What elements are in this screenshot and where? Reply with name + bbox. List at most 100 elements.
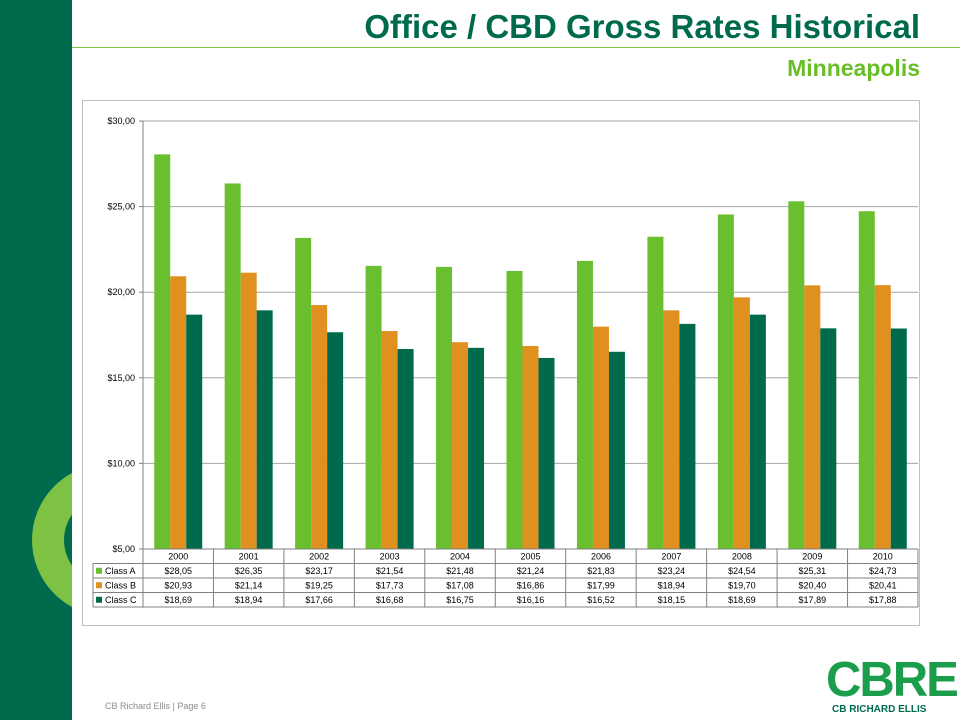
bar-class-c [749, 314, 766, 549]
bar-class-c [468, 347, 485, 549]
bar-class-a [506, 270, 523, 549]
data-label: $21,83 [587, 566, 615, 576]
chart-container: $5,00 $10,00 $15,00 $20,00 $25,00 $30,00 2000 2… [82, 100, 920, 626]
data-label: $19,25 [305, 580, 333, 590]
bar-class-a [365, 265, 382, 549]
x-tick-label: 2000 [168, 552, 188, 562]
x-tick-label: 2002 [309, 552, 329, 562]
bar-class-b [381, 331, 398, 549]
data-label: $20,40 [799, 580, 827, 590]
page-title: Office / CBD Gross Rates Historical [364, 8, 920, 45]
legend-label: Class A [105, 566, 136, 576]
bar-class-a [295, 237, 312, 549]
data-label: $16,16 [517, 595, 545, 605]
x-tick-label: 2005 [520, 552, 540, 562]
data-label: $28,05 [164, 566, 192, 576]
footer-company: CB Richard Ellis [105, 701, 171, 711]
sidebar-arc-graphic [32, 473, 72, 607]
data-label: $16,86 [517, 580, 545, 590]
footer-separator: | [172, 701, 175, 711]
bar-class-b [240, 272, 257, 549]
data-label: $16,52 [587, 595, 615, 605]
bar-class-c [679, 323, 696, 549]
data-label: $17,08 [446, 580, 474, 590]
data-label: $23,17 [305, 566, 333, 576]
x-tick-label: 2001 [239, 552, 259, 562]
y-tick-label: $25,00 [107, 202, 135, 212]
data-label: $18,15 [658, 595, 686, 605]
bar-class-c [608, 351, 625, 549]
data-label: $16,68 [376, 595, 404, 605]
legend-label: Class B [105, 580, 136, 590]
bar-class-c [538, 357, 555, 549]
y-tick-label: $30,00 [107, 116, 135, 126]
data-label: $18,94 [235, 595, 263, 605]
bar-class-c [327, 332, 344, 549]
bar-class-c [256, 310, 273, 549]
x-tick-label: 2006 [591, 552, 611, 562]
data-label: $20,93 [164, 580, 192, 590]
data-label: $17,88 [869, 595, 897, 605]
bar-class-b [452, 342, 469, 549]
data-label: $18,69 [728, 595, 756, 605]
bar-class-a [647, 236, 664, 549]
bar-class-c [186, 314, 203, 549]
bar-class-b [733, 297, 750, 549]
data-label: $17,73 [376, 580, 404, 590]
x-tick-label: 2007 [661, 552, 681, 562]
footer-page: Page 6 [177, 701, 206, 711]
bar-class-b [311, 305, 328, 549]
bar-class-a [436, 266, 453, 549]
bar-class-b [592, 326, 609, 549]
data-label: $17,66 [305, 595, 333, 605]
legend-key [96, 567, 102, 574]
data-label: $25,31 [799, 566, 827, 576]
bar-class-c [397, 349, 414, 549]
bar-class-a [154, 154, 171, 549]
bar-class-b [663, 310, 680, 549]
data-label: $21,54 [376, 566, 404, 576]
x-tick-label: 2008 [732, 552, 752, 562]
data-label: $16,75 [446, 595, 474, 605]
cbre-logo: CBRE [826, 653, 959, 707]
bar-class-a [717, 214, 734, 549]
brand-sidebar [0, 0, 72, 720]
x-tick-label: 2003 [380, 552, 400, 562]
bar-class-c [890, 328, 907, 549]
y-tick-label: $15,00 [107, 373, 135, 383]
legend-key [96, 582, 102, 589]
footer: CB Richard Ellis | Page 6 [105, 701, 206, 711]
bar-chart: $5,00 $10,00 $15,00 $20,00 $25,00 $30,00 2000 2… [92, 116, 919, 608]
cbre-logo-subtitle: CB RICHARD ELLIS [832, 704, 927, 715]
data-label: $21,24 [517, 566, 545, 576]
data-label: $23,24 [658, 566, 686, 576]
page-subtitle: Minneapolis [787, 55, 920, 81]
data-label: $20,41 [869, 580, 897, 590]
data-label: $18,94 [658, 580, 686, 590]
y-tick-label: $20,00 [107, 287, 135, 297]
bar-class-b [804, 285, 821, 549]
title-underline [72, 47, 960, 48]
data-label: $21,14 [235, 580, 263, 590]
x-tick-label: 2004 [450, 552, 470, 562]
data-label: $21,48 [446, 566, 474, 576]
x-tick-label: 2010 [873, 552, 893, 562]
bar-class-a [858, 211, 875, 549]
legend-label: Class C [105, 595, 137, 605]
data-label: $18,69 [164, 595, 192, 605]
data-label: $26,35 [235, 566, 263, 576]
bar-class-c [820, 328, 837, 549]
data-label: $24,54 [728, 566, 756, 576]
data-label: $17,89 [799, 595, 827, 605]
legend-key [96, 596, 102, 603]
bar-class-b [522, 345, 539, 549]
bar-class-a [788, 201, 805, 550]
y-tick-label: $10,00 [107, 458, 135, 468]
bar-class-b [874, 285, 891, 549]
data-label: $17,99 [587, 580, 615, 590]
data-label: $24,73 [869, 566, 897, 576]
bar-class-a [576, 260, 593, 549]
bar-class-b [170, 276, 187, 549]
y-tick-label: $5,00 [112, 544, 135, 554]
bar-class-a [224, 183, 241, 549]
